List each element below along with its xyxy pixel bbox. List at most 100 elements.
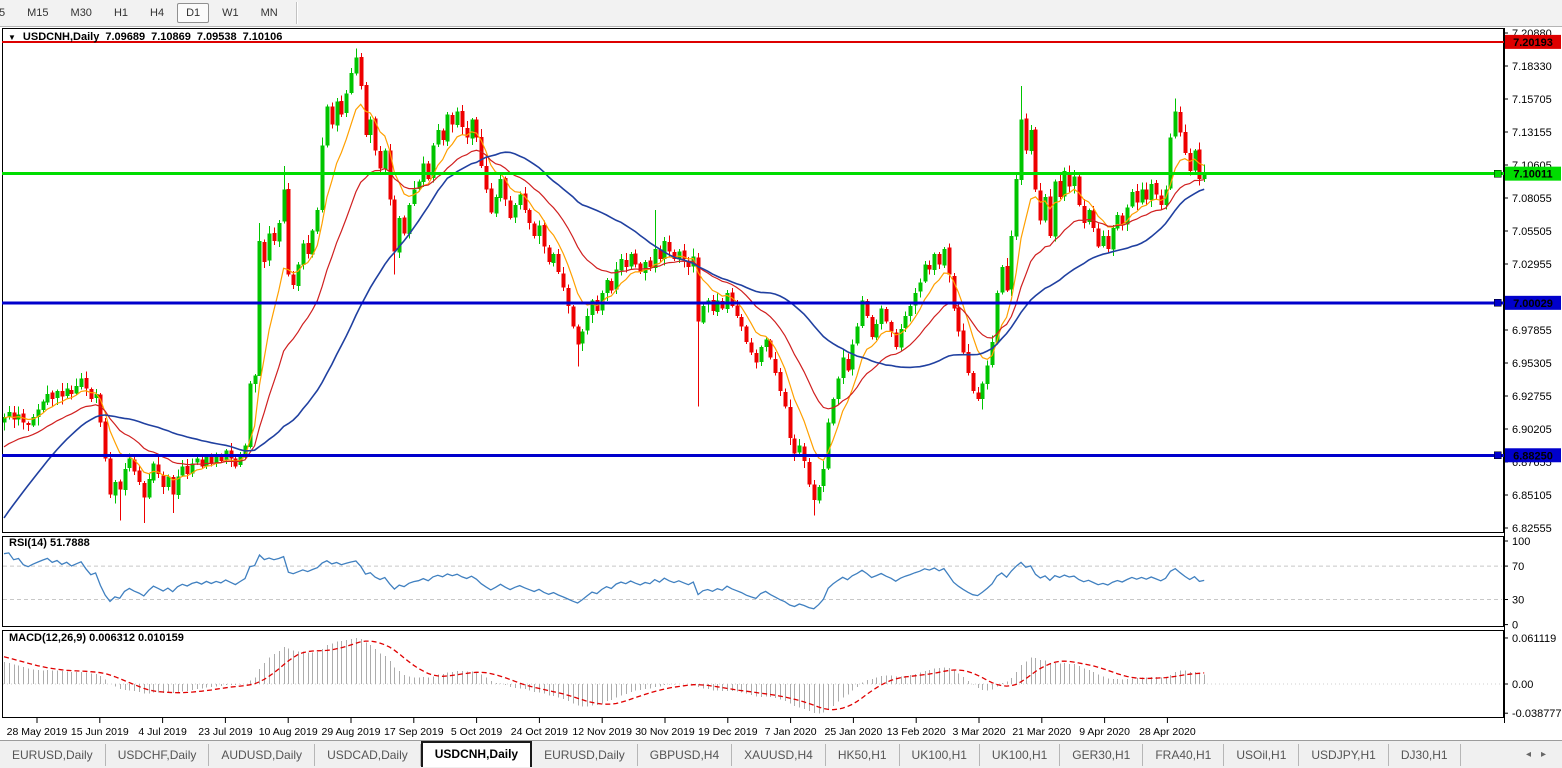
svg-text:17 Sep 2019: 17 Sep 2019: [384, 726, 444, 738]
svg-text:23 Jul 2019: 23 Jul 2019: [198, 726, 252, 738]
svg-text:30 Nov 2019: 30 Nov 2019: [635, 726, 695, 738]
svg-text:6.95305: 6.95305: [1512, 358, 1552, 370]
tab-uk100-h1[interactable]: UK100,H1: [900, 743, 980, 766]
svg-text:-0.038777: -0.038777: [1512, 708, 1562, 720]
timeframe-h4-button[interactable]: H4: [150, 7, 165, 19]
svg-text:70: 70: [1512, 561, 1524, 573]
time-axis[interactable]: 28 May 2019 15 Jun 2019 4 Jul 2019 23 Jul 2…: [7, 718, 1196, 738]
tab-gbpusd-h4[interactable]: GBPUSD,H4: [638, 743, 733, 766]
svg-text:30: 30: [1512, 595, 1524, 607]
tab-uk100-h1-2[interactable]: UK100,H1: [980, 743, 1061, 766]
svg-text:5 Oct 2019: 5 Oct 2019: [451, 726, 503, 738]
timeframe-toolbar: 5 M15 M30 H1 H4 D1 W1 MN: [0, 0, 1562, 27]
svg-text:25 Jan 2020: 25 Jan 2020: [824, 726, 882, 738]
horizontal-lines[interactable]: [2, 40, 1504, 460]
chart-close-value: 7.10106: [242, 31, 283, 43]
svg-text:7.05505: 7.05505: [1512, 226, 1552, 238]
macd-plot: [3, 638, 1502, 714]
svg-text:13 Feb 2020: 13 Feb 2020: [887, 726, 946, 738]
svg-text:7 Jan 2020: 7 Jan 2020: [765, 726, 817, 738]
tab-usdjpy-h1[interactable]: USDJPY,H1: [1299, 743, 1389, 766]
chart-canvas[interactable]: 7.208807.183307.157057.131557.106057.080…: [0, 26, 1562, 740]
svg-text:28 May 2019: 28 May 2019: [7, 726, 68, 738]
ma-line-1: [3, 149, 1205, 466]
svg-text:6.97855: 6.97855: [1512, 325, 1552, 337]
svg-text:7.18330: 7.18330: [1512, 61, 1552, 73]
svg-text:0: 0: [1512, 620, 1518, 632]
macd-axis[interactable]: 0.061119 0.00 -0.038777: [1504, 633, 1562, 720]
tab-ger30-h1[interactable]: GER30,H1: [1060, 743, 1144, 766]
toolbar-separator: [295, 2, 297, 24]
price-badges: 7.20193 7.10011 7.00029 6.88250: [1505, 34, 1561, 463]
chart-panels[interactable]: [2, 28, 1505, 723]
svg-text:7.15705: 7.15705: [1512, 94, 1552, 106]
svg-text:21 Mar 2020: 21 Mar 2020: [1012, 726, 1071, 738]
macd-signal-line: [3, 640, 1205, 711]
timeframe-m15-button[interactable]: M15: [27, 7, 49, 19]
tab-usdchf-daily[interactable]: USDCHF,Daily: [106, 743, 210, 766]
tab-dj30-h1[interactable]: DJ30,H1: [1389, 743, 1461, 766]
svg-text:7.00029: 7.00029: [1513, 298, 1553, 310]
svg-text:10 Aug 2019: 10 Aug 2019: [259, 726, 318, 738]
ma-line-0: [3, 103, 1205, 481]
timeframe-w1-button[interactable]: W1: [222, 7, 239, 19]
svg-text:4 Jul 2019: 4 Jul 2019: [138, 726, 187, 738]
macd-indicator-label: MACD(12,26,9) 0.006312 0.010159: [9, 632, 184, 644]
svg-text:6.85105: 6.85105: [1512, 490, 1552, 502]
tab-usdcnh-daily[interactable]: USDCNH,Daily: [420, 740, 533, 767]
tab-scroll-arrows: ◂ ▸: [1526, 749, 1546, 760]
chart-low-value: 7.09538: [196, 31, 237, 43]
svg-text:100: 100: [1512, 536, 1530, 548]
svg-text:6.82555: 6.82555: [1512, 523, 1552, 535]
rsi-line: [3, 552, 1205, 610]
ma-line-2: [3, 151, 1205, 519]
svg-text:7.20193: 7.20193: [1513, 37, 1553, 49]
chart-tab-bar: EURUSD,Daily USDCHF,Daily AUDUSD,Daily USDC…: [0, 740, 1562, 768]
tab-scroll-left-icon[interactable]: ◂: [1525, 749, 1531, 760]
svg-text:12 Nov 2019: 12 Nov 2019: [572, 726, 632, 738]
timeframe-d1-button[interactable]: D1: [177, 3, 210, 23]
timeframe-m5-button[interactable]: 5: [0, 7, 6, 19]
tab-xauusd-h4[interactable]: XAUUSD,H4: [732, 743, 826, 766]
rsi-plot: [3, 552, 1502, 610]
svg-text:9 Apr 2020: 9 Apr 2020: [1079, 726, 1130, 738]
timeframe-m30-button[interactable]: M30: [70, 7, 92, 19]
svg-text:0.00: 0.00: [1512, 679, 1533, 691]
chart-symbol-label: USDCNH,Daily: [22, 31, 100, 43]
tab-fra40-h1[interactable]: FRA40,H1: [1143, 743, 1225, 766]
chart-title: ▼ USDCNH,Daily 7.09689 7.10869 7.09538 7…: [8, 31, 282, 43]
svg-text:7.10011: 7.10011: [1513, 169, 1552, 181]
rsi-panel: [2, 536, 1504, 627]
svg-text:24 Oct 2019: 24 Oct 2019: [511, 726, 568, 738]
svg-text:6.92755: 6.92755: [1512, 391, 1552, 403]
rsi-indicator-label: RSI(14) 51.7888: [9, 537, 90, 549]
moving-averages: [3, 103, 1205, 519]
svg-text:7.08055: 7.08055: [1512, 193, 1552, 205]
svg-text:29 Aug 2019: 29 Aug 2019: [322, 726, 381, 738]
timeframe-h1-button[interactable]: H1: [113, 7, 128, 19]
chart-open-value: 7.09689: [105, 31, 146, 43]
svg-text:7.02955: 7.02955: [1512, 259, 1552, 271]
rsi-axis[interactable]: 100 70 30 0: [1504, 536, 1530, 632]
svg-text:0.061119: 0.061119: [1512, 633, 1556, 645]
tab-usoil-h1[interactable]: USOil,H1: [1224, 743, 1300, 766]
svg-text:6.90205: 6.90205: [1512, 424, 1552, 436]
svg-text:6.88250: 6.88250: [1513, 450, 1553, 462]
timeframe-mn-button[interactable]: MN: [260, 7, 278, 19]
tab-audusd-daily[interactable]: AUDUSD,Daily: [209, 743, 316, 766]
svg-text:28 Apr 2020: 28 Apr 2020: [1139, 726, 1196, 738]
tab-eurusd-daily-2[interactable]: EURUSD,Daily: [532, 743, 638, 766]
svg-text:19 Dec 2019: 19 Dec 2019: [698, 726, 758, 738]
svg-text:3 Mar 2020: 3 Mar 2020: [952, 726, 1005, 738]
chart-tabs: EURUSD,Daily USDCHF,Daily AUDUSD,Daily USDC…: [0, 740, 1461, 768]
macd-panel: [2, 630, 1504, 718]
macd-histogram: [4, 638, 1205, 714]
chart-menu-triangle-icon[interactable]: ▼: [8, 32, 16, 42]
chart-high-value: 7.10869: [151, 31, 191, 43]
tab-scroll-right-icon[interactable]: ▸: [1540, 749, 1546, 760]
tab-eurusd-daily[interactable]: EURUSD,Daily: [0, 743, 106, 766]
svg-text:7.13155: 7.13155: [1512, 127, 1552, 139]
tab-usdcad-daily[interactable]: USDCAD,Daily: [315, 743, 421, 766]
svg-text:15 Jun 2019: 15 Jun 2019: [71, 726, 129, 738]
tab-hk50-h1[interactable]: HK50,H1: [826, 743, 900, 766]
